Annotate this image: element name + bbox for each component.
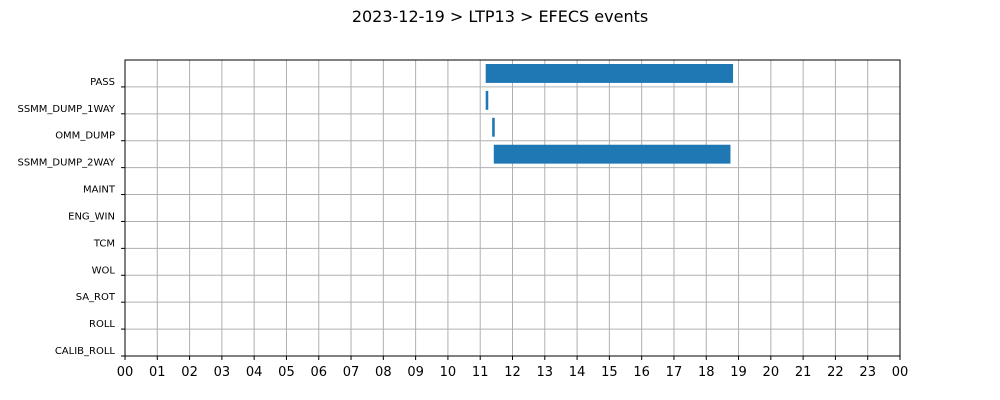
x-tick-label: 04 [246,365,263,380]
x-tick-label: 00 [117,365,134,380]
y-axis: PASS SSMM_DUMP_1WAY OMM_DUMP SSMM_DUMP_2WAY… [17,77,125,357]
y-tick-label: MAINT [83,185,116,196]
x-tick-label: 09 [407,365,424,380]
x-tick-label: 20 [763,365,780,380]
y-tick-label: SA_ROT [76,292,116,303]
y-tick-label: WOL [92,265,116,276]
event-bar-ssmm-dump-1way [485,90,489,110]
x-axis: 00 01 02 03 04 05 06 07 08 09 10 11 12 13 14 15 16 17 18 19… [117,356,909,380]
x-tick-label: 03 [214,365,231,380]
y-tick-label: ROLL [89,319,115,330]
y-tick-label: PASS [90,77,115,88]
x-tick-label: 14 [569,365,586,380]
x-tick-label: 02 [181,365,198,380]
x-tick-label: 15 [601,365,618,380]
x-tick-label: 08 [375,365,392,380]
x-tick-label: 11 [472,365,489,380]
x-tick-label: 06 [310,365,327,380]
x-tick-label: 12 [504,365,521,380]
event-bar-pass [485,64,734,83]
x-tick-label: 16 [633,365,650,380]
y-tick-label: CALIB_ROLL [55,346,116,357]
x-tick-label: 05 [278,365,295,380]
x-tick-label: 10 [440,365,457,380]
x-tick-label: 22 [827,365,844,380]
x-tick-label: 18 [698,365,715,380]
x-tick-label: 07 [343,365,360,380]
event-bar-ssmm-dump-2way [493,144,731,164]
x-tick-label: 00 [892,365,909,380]
grid [125,60,900,356]
event-bar-omm-dump [492,117,495,137]
y-tick-label: SSMM_DUMP_1WAY [17,104,115,115]
x-tick-label: 01 [149,365,166,380]
x-tick-label: 19 [730,365,747,380]
x-tick-label: 17 [666,365,683,380]
y-tick-label: ENG_WIN [68,211,115,222]
chart-title: 2023-12-19 > LTP13 > EFECS events [352,7,648,26]
y-tick-label: OMM_DUMP [55,131,115,142]
y-tick-label: SSMM_DUMP_2WAY [17,158,115,169]
x-tick-label: 21 [795,365,812,380]
x-tick-label: 23 [859,365,876,380]
x-tick-label: 13 [537,365,554,380]
event-bars [485,64,734,164]
y-tick-label: TCM [93,238,115,249]
